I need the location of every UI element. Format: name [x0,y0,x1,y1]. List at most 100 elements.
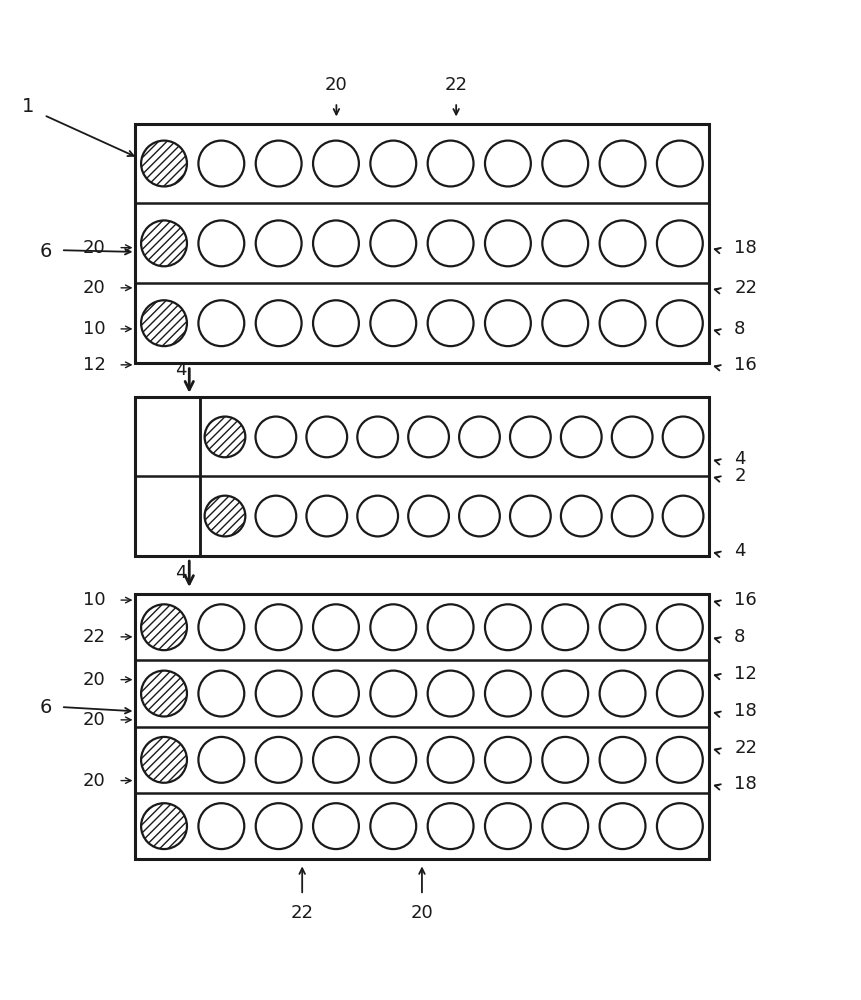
Ellipse shape [141,803,187,849]
Text: 22: 22 [734,739,757,757]
Ellipse shape [428,141,474,186]
Text: 8: 8 [734,628,746,646]
Ellipse shape [510,417,551,457]
Text: 20: 20 [83,711,105,729]
Ellipse shape [313,604,359,650]
Ellipse shape [205,417,245,457]
Ellipse shape [542,141,588,186]
Ellipse shape [542,671,588,716]
Text: 10: 10 [83,320,105,338]
Ellipse shape [357,496,398,536]
Ellipse shape [459,417,500,457]
Ellipse shape [561,496,602,536]
Ellipse shape [428,671,474,716]
Ellipse shape [141,604,187,650]
Text: 2: 2 [734,467,746,485]
Ellipse shape [542,737,588,783]
Ellipse shape [657,737,703,783]
Text: 1: 1 [22,97,34,116]
Text: 4: 4 [734,542,746,560]
Ellipse shape [657,300,703,346]
Ellipse shape [542,300,588,346]
Ellipse shape [370,737,416,783]
Text: 18: 18 [734,702,757,720]
Ellipse shape [599,737,646,783]
Text: 22: 22 [444,76,468,94]
Ellipse shape [428,803,474,849]
Bar [135,124,709,363]
Ellipse shape [657,803,703,849]
Ellipse shape [198,220,245,266]
Text: 20: 20 [411,904,433,922]
Ellipse shape [542,803,588,849]
Text: 10: 10 [83,591,105,609]
Ellipse shape [370,604,416,650]
Ellipse shape [599,671,646,716]
Ellipse shape [657,220,703,266]
Bar [135,397,200,556]
Text: 4: 4 [175,361,187,379]
Bar [200,476,709,556]
Ellipse shape [198,604,245,650]
Ellipse shape [141,141,187,186]
Ellipse shape [428,604,474,650]
Ellipse shape [542,604,588,650]
Ellipse shape [370,141,416,186]
Ellipse shape [256,417,296,457]
Ellipse shape [357,417,398,457]
Ellipse shape [561,417,602,457]
Ellipse shape [141,671,187,716]
Text: 4: 4 [175,564,187,582]
Ellipse shape [599,141,646,186]
Ellipse shape [198,737,245,783]
Ellipse shape [313,671,359,716]
Text: 22: 22 [291,904,313,922]
Ellipse shape [408,417,449,457]
Bar [135,283,709,363]
Bar [135,124,709,203]
Ellipse shape [485,141,531,186]
Text: 20: 20 [325,76,348,94]
Ellipse shape [428,300,474,346]
Bar [135,397,709,556]
Text: 4: 4 [734,450,746,468]
Ellipse shape [510,496,551,536]
Ellipse shape [663,417,703,457]
Ellipse shape [313,737,359,783]
Ellipse shape [485,604,531,650]
Ellipse shape [141,737,187,783]
Ellipse shape [205,496,245,536]
Bar [135,594,709,859]
Ellipse shape [256,300,301,346]
Bar [135,660,709,727]
Bar [135,594,709,859]
Ellipse shape [256,803,301,849]
Ellipse shape [198,671,245,716]
Ellipse shape [256,671,301,716]
Ellipse shape [599,300,646,346]
Ellipse shape [599,803,646,849]
Ellipse shape [313,300,359,346]
Ellipse shape [599,220,646,266]
Ellipse shape [485,737,531,783]
Ellipse shape [408,496,449,536]
Ellipse shape [256,141,301,186]
Ellipse shape [198,803,245,849]
Text: 22: 22 [83,628,105,646]
Ellipse shape [370,220,416,266]
Ellipse shape [663,496,703,536]
Ellipse shape [198,141,245,186]
Ellipse shape [657,671,703,716]
Ellipse shape [313,220,359,266]
Ellipse shape [198,300,245,346]
Ellipse shape [657,141,703,186]
Ellipse shape [599,604,646,650]
Text: 18: 18 [734,239,757,257]
Ellipse shape [256,737,301,783]
Ellipse shape [256,496,296,536]
Ellipse shape [485,220,531,266]
Ellipse shape [141,300,187,346]
Bar [135,397,709,556]
Ellipse shape [542,220,588,266]
Ellipse shape [256,604,301,650]
